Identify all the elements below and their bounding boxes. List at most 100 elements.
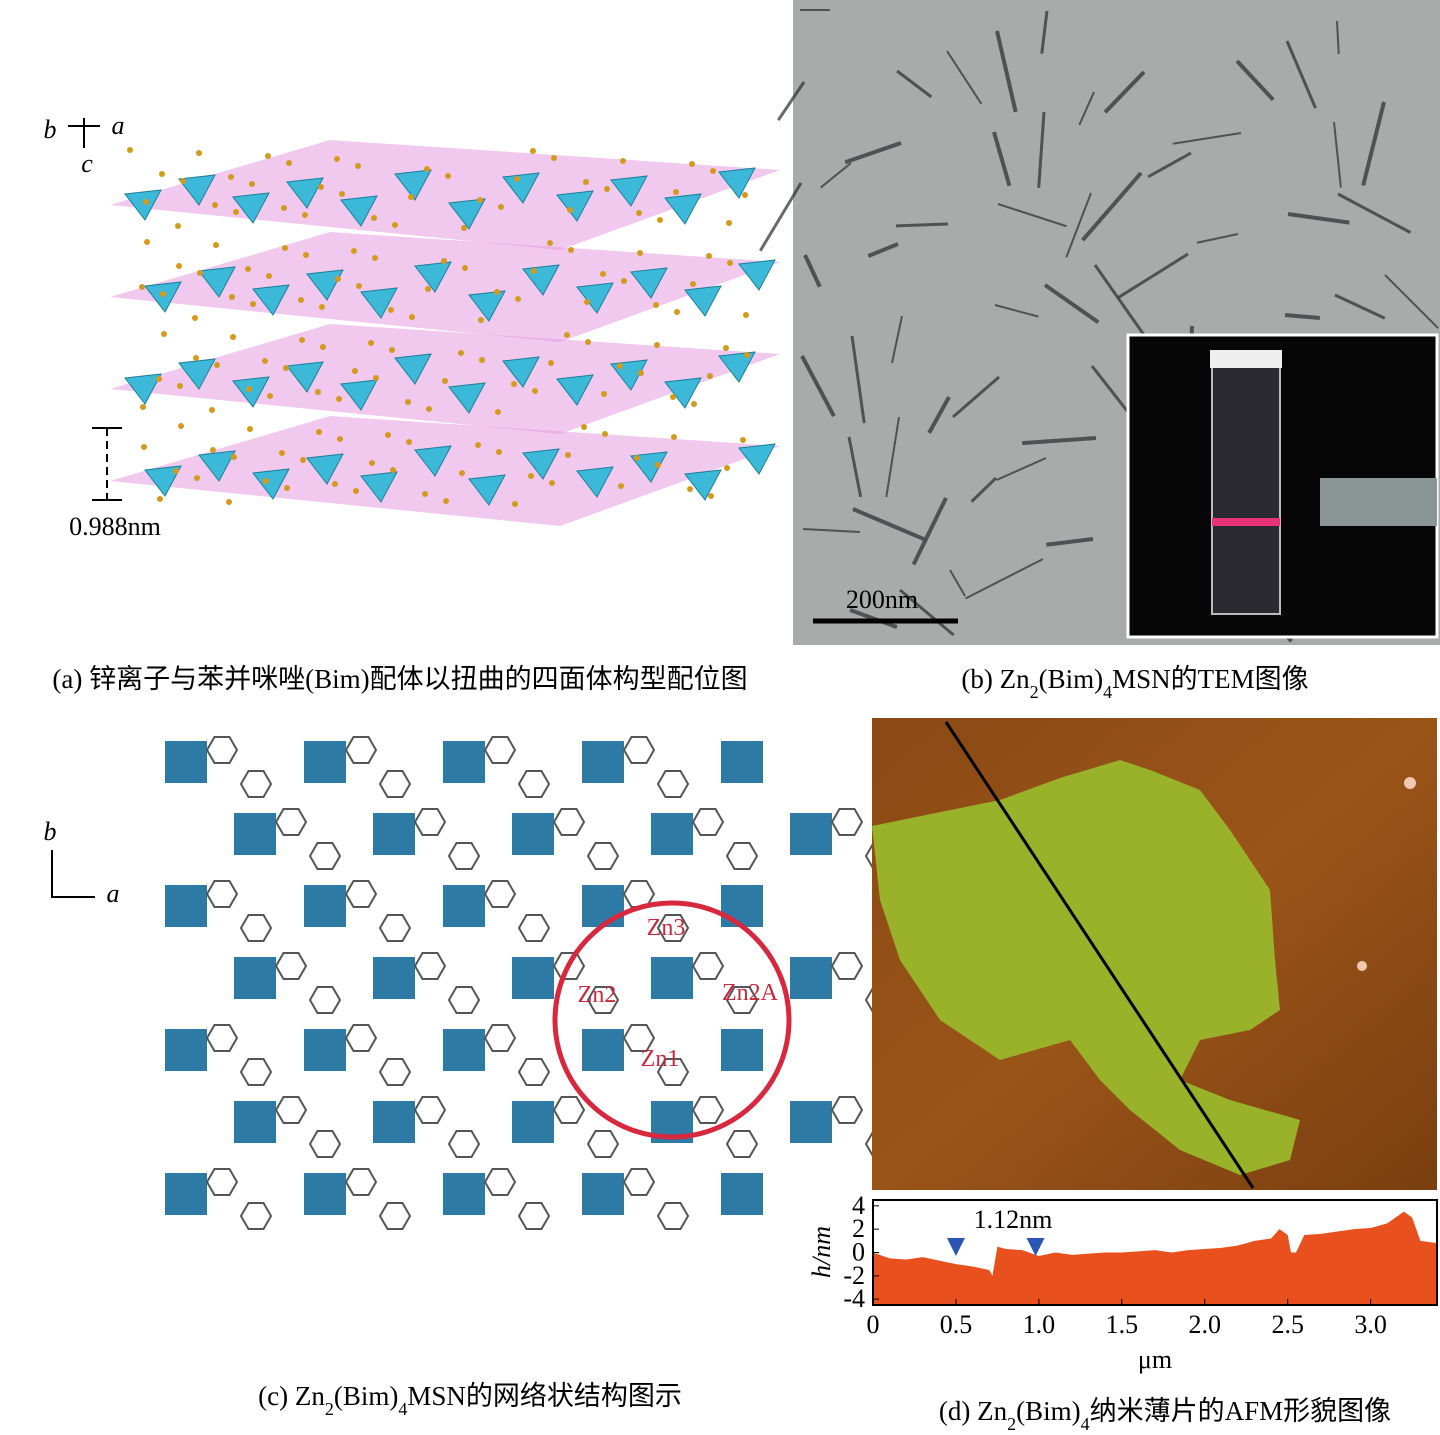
zn-tetrahedron: [651, 813, 693, 855]
atom: [281, 205, 287, 211]
nanosheet-edge: [1172, 132, 1242, 145]
atom: [724, 465, 730, 471]
nanosheet-edge: [997, 203, 1067, 228]
atom: [496, 449, 502, 455]
bim-ring: [205, 1168, 239, 1196]
atom: [654, 342, 660, 348]
bim-ring: [517, 1058, 551, 1086]
atom: [214, 362, 220, 368]
atom: [512, 501, 518, 507]
zn-tetrahedron: [651, 957, 693, 999]
bim-ring: [691, 808, 725, 836]
site-label: Zn2: [578, 982, 617, 1008]
atom: [621, 278, 627, 284]
atom: [250, 301, 256, 307]
axis-label: b: [44, 817, 57, 846]
atom: [495, 409, 501, 415]
atom: [279, 450, 285, 456]
atom: [690, 281, 696, 287]
tetrahedron: [738, 443, 776, 475]
bim-ring: [622, 1024, 656, 1052]
atom: [210, 447, 216, 453]
atom: [299, 337, 305, 343]
atom: [618, 483, 624, 489]
atom: [390, 467, 396, 473]
atom: [371, 215, 377, 221]
atom: [671, 434, 677, 440]
atom: [334, 156, 340, 162]
zn-tetrahedron: [443, 1173, 485, 1215]
atom: [602, 431, 608, 437]
bim-ring: [378, 914, 412, 942]
atom: [266, 273, 272, 279]
x-tick-label: 1.5: [1106, 1310, 1139, 1339]
tetrahedron: [124, 373, 162, 405]
profile-area: [873, 1211, 1437, 1305]
y-axis-label: h/nm: [807, 1226, 836, 1278]
bim-ring: [413, 952, 447, 980]
bim-ring: [586, 1130, 620, 1158]
atom: [462, 265, 468, 271]
atom: [127, 147, 133, 153]
x-tick-label: 1.0: [1023, 1310, 1056, 1339]
subscript: 2: [325, 1399, 334, 1419]
nanosheet-edge: [1117, 252, 1189, 299]
nanosheet-edge: [896, 69, 933, 99]
tetrahedron: [448, 198, 486, 230]
tetrahedron: [232, 376, 270, 408]
atom: [156, 376, 162, 382]
atom: [353, 488, 359, 494]
nanosheet-edge: [844, 141, 902, 165]
atom: [229, 294, 235, 300]
nanosheet-edge: [1285, 40, 1317, 109]
nanosheet-edge: [867, 242, 899, 258]
tetrahedron: [502, 172, 540, 204]
bim-ring: [239, 770, 273, 798]
bim-ring: [413, 1096, 447, 1124]
atom: [332, 481, 338, 487]
tetrahedron: [306, 269, 344, 301]
atom: [674, 309, 680, 315]
zn-tetrahedron: [165, 1029, 207, 1071]
nanosheet-edge: [946, 50, 983, 105]
x-tick-label: 0: [867, 1310, 880, 1339]
tetrahedron: [178, 174, 216, 206]
particle: [1404, 777, 1416, 789]
zn-tetrahedron: [165, 885, 207, 927]
nanosheet-edge: [847, 436, 863, 498]
bim-ring: [447, 842, 481, 870]
atom: [565, 452, 571, 458]
atom: [315, 389, 321, 395]
atom: [691, 401, 697, 407]
bim-ring: [483, 1168, 517, 1196]
atom: [585, 339, 591, 345]
atom: [740, 437, 746, 443]
tetrahedron: [252, 468, 290, 500]
zn-tetrahedron: [721, 741, 763, 783]
atom: [245, 266, 251, 272]
bim-ring: [274, 1096, 308, 1124]
nanosheet-edge: [1337, 192, 1412, 234]
zn-tetrahedron: [512, 957, 554, 999]
tetrahedron: [684, 469, 722, 501]
bim-ring: [830, 952, 864, 980]
tetrahedron: [340, 195, 378, 227]
bim-ring: [622, 736, 656, 764]
tetrahedron: [232, 192, 270, 224]
zn-tetrahedron: [582, 1029, 624, 1071]
atom: [459, 470, 465, 476]
atom: [620, 158, 626, 164]
bim-ring: [517, 1202, 551, 1230]
zn-tetrahedron: [304, 741, 346, 783]
bim-ring: [205, 736, 239, 764]
atom: [282, 245, 288, 251]
bim-ring: [691, 1096, 725, 1124]
tetrahedron: [576, 466, 614, 498]
caption: (c) Zn2(Bim)4MSN的网络状结构图示: [258, 1381, 682, 1419]
zn-tetrahedron: [512, 1101, 554, 1143]
atom: [531, 268, 537, 274]
x-tick-label: 0.5: [940, 1310, 973, 1339]
atom: [532, 388, 538, 394]
atom: [584, 299, 590, 305]
